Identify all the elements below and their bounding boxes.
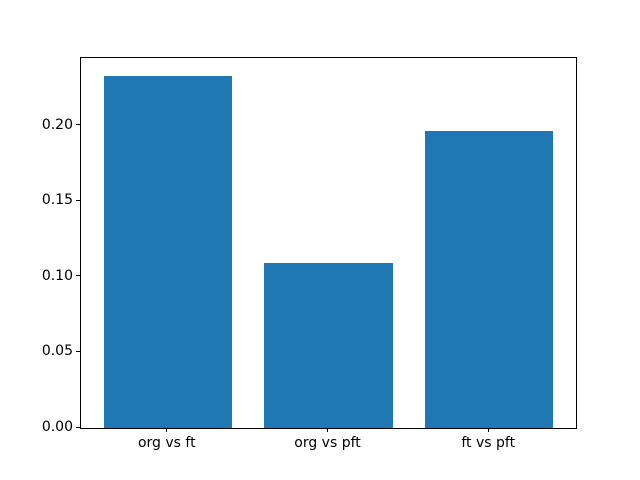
x-tick-mark — [487, 428, 489, 432]
y-axis-tick-label: 0.20 — [41, 116, 73, 133]
bar-ft-vs-pft — [424, 130, 554, 428]
y-axis-tick-label: 0.00 — [41, 419, 73, 435]
y-tick-mark — [76, 124, 80, 126]
x-tick-mark — [166, 428, 168, 432]
y-tick-mark — [76, 199, 80, 201]
x-tick-mark — [327, 428, 328, 432]
bar-org-vs-ft — [103, 76, 233, 428]
y-axis-tick-label: 0.10 — [41, 267, 73, 284]
x-axis-tick-label: org vs pft — [294, 435, 361, 451]
y-tick-mark — [76, 275, 80, 277]
bar-org-vs-pft — [264, 263, 393, 428]
x-axis-tick-label: ft vs pft — [461, 435, 516, 451]
plot-area — [80, 57, 577, 429]
y-tick-mark — [76, 426, 80, 428]
y-axis-tick-label: 0.15 — [41, 192, 73, 209]
x-axis-tick-label: org vs ft — [137, 435, 196, 451]
y-axis-tick-label: 0.05 — [41, 343, 73, 360]
y-tick-mark — [76, 350, 80, 352]
